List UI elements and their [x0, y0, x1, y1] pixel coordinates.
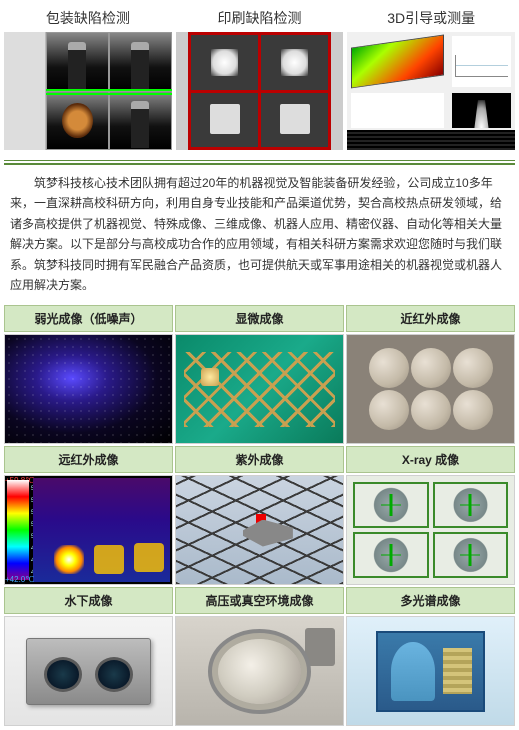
gallery-title: 多光谱成像	[346, 587, 515, 614]
xray-image	[346, 475, 515, 585]
top-title: 包装缺陷检测	[46, 4, 130, 32]
intro-paragraph: 筑梦科技核心技术团队拥有超过20年的机器视觉及智能装备研发经验，公司成立10多年…	[0, 173, 519, 305]
divider-thin	[4, 160, 515, 161]
gallery-title: 近红外成像	[346, 305, 515, 332]
gallery-title: 高压或真空环境成像	[175, 587, 344, 614]
microscopy-image	[175, 334, 344, 444]
top-section-row: 包装缺陷检测 印刷缺陷检测 3D引导或测量	[0, 0, 519, 154]
top-cell-printing: 印刷缺陷检测	[176, 4, 344, 150]
top-title: 印刷缺陷检测	[218, 4, 302, 32]
packaging-defect-image	[4, 32, 172, 150]
imaging-gallery: 弱光成像（低噪声） 显微成像 近红外成像 远红外成像 紫外成像 X-ray 成像…	[0, 305, 519, 730]
top-cell-3d: 3D引导或测量	[347, 4, 515, 150]
fir-image: +59.8℃ 58.0 56.0 54.0 52.0 50.0 48.0 46.…	[4, 475, 173, 585]
gallery-title: 弱光成像（低噪声）	[4, 305, 173, 332]
divider-thick	[4, 163, 515, 165]
vacuum-image	[175, 616, 344, 726]
nir-image	[346, 334, 515, 444]
fir-colorbar: 58.0 56.0 54.0 52.0 50.0 48.0 46.0 44.0	[7, 480, 29, 580]
printing-defect-image	[176, 32, 344, 150]
3d-guidance-image	[347, 32, 515, 150]
fir-bot-temp: +42.0℃	[5, 575, 34, 584]
gallery-title: 显微成像	[175, 305, 344, 332]
lowlight-image	[4, 334, 173, 444]
multispectral-image	[346, 616, 515, 726]
top-title: 3D引导或测量	[387, 4, 475, 32]
gallery-title: 远红外成像	[4, 446, 173, 473]
gallery-title: X-ray 成像	[346, 446, 515, 473]
uv-image	[175, 475, 344, 585]
underwater-image	[4, 616, 173, 726]
gallery-title: 水下成像	[4, 587, 173, 614]
top-cell-packaging: 包装缺陷检测	[4, 4, 172, 150]
gallery-title: 紫外成像	[175, 446, 344, 473]
